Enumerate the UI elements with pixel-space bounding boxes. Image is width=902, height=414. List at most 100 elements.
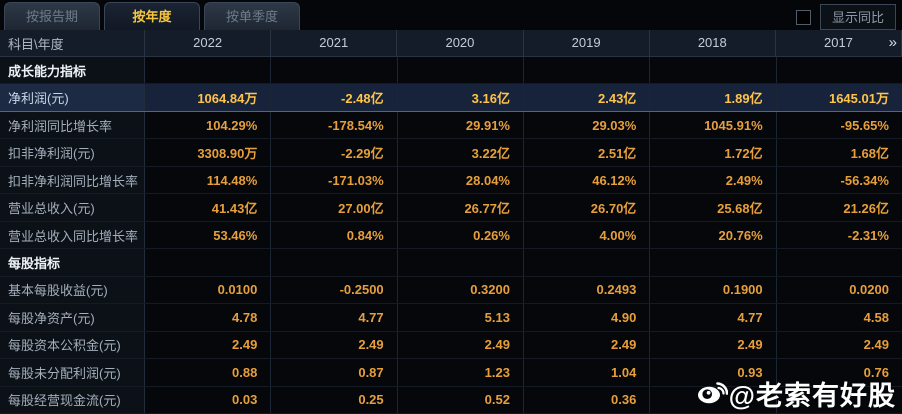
value-cell: 0.87 (271, 359, 398, 386)
value-cell: 1045.91% (650, 111, 777, 139)
value-cell (397, 57, 524, 84)
row-label: 营业总收入(元) (0, 194, 145, 221)
table-row[interactable]: 净利润同比增长率 104.29% -178.54% 29.91% 29.03% 1045.… (0, 111, 902, 140)
value-cell: 2.49 (145, 331, 272, 359)
value-cell: 4.78 (145, 304, 272, 331)
year-column-header: 2018 (650, 30, 776, 56)
tab-bar: 按报告期 按年度 按单季度 显示同比 (0, 0, 902, 30)
table-row[interactable]: 扣非净利润同比增长率 114.48% -171.03% 28.04% 46.12% 2.4… (0, 166, 902, 195)
value-cell (523, 57, 651, 84)
year-column-header: 2019 (524, 30, 650, 56)
value-cell (145, 249, 272, 276)
show-yoy-checkbox[interactable] (795, 9, 811, 25)
value-cell: 0.93 (650, 359, 777, 386)
value-cell: 0.2493 (523, 276, 651, 304)
value-cell: 29.91% (397, 111, 524, 139)
value-cell (650, 57, 777, 84)
tab-by-year[interactable]: 按年度 (104, 2, 200, 30)
value-cell: 2.49 (650, 331, 777, 359)
section-header-row: 每股指标 (0, 249, 902, 277)
value-cell: 0.1900 (650, 276, 777, 304)
value-cell: 114.48% (145, 166, 272, 194)
table-row[interactable]: 每股未分配利润(元) 0.88 0.87 1.23 1.04 0.93 0.76 (0, 359, 902, 387)
table-row[interactable]: 基本每股收益(元) 0.0100 -0.2500 0.3200 0.2493 0.1900… (0, 276, 902, 305)
value-cell (650, 386, 777, 414)
show-yoy-button[interactable]: 显示同比 (819, 4, 896, 30)
value-cell: 21.26亿 (776, 194, 902, 221)
row-label: 净利润(元) (0, 84, 145, 111)
value-cell: 25.68亿 (650, 194, 777, 221)
value-cell: 2.49 (397, 331, 524, 359)
year-column-header: 2020 (397, 30, 524, 56)
value-cell: 2.51亿 (523, 139, 651, 166)
tab-by-quarter[interactable]: 按单季度 (204, 2, 300, 30)
value-cell: 4.90 (523, 304, 651, 331)
value-cell (650, 249, 777, 276)
table-row[interactable]: 营业总收入同比增长率 53.46% 0.84% 0.26% 4.00% 20.76% -2.… (0, 221, 902, 250)
value-cell: 0.76 (776, 359, 902, 386)
value-cell: 0.03 (145, 386, 272, 414)
table-row[interactable]: 每股经营现金流(元) 0.03 0.25 0.52 0.36 (0, 386, 902, 414)
value-cell: 2.49% (650, 166, 777, 194)
value-cell: 1.23 (397, 359, 524, 386)
row-label: 营业总收入同比增长率 (0, 221, 145, 249)
year-column-header: 2017 (776, 30, 902, 56)
tab-by-report-period[interactable]: 按报告期 (4, 2, 100, 30)
value-cell: 3.16亿 (397, 84, 524, 111)
value-cell: 27.00亿 (271, 194, 398, 221)
row-label: 每股净资产(元) (0, 304, 145, 331)
value-cell: 0.26% (397, 221, 524, 249)
value-cell: 1.89亿 (650, 84, 777, 111)
value-cell (776, 249, 902, 276)
value-cell: 2.49 (776, 331, 902, 359)
value-cell: 2.49 (271, 331, 398, 359)
corner-header: 科目\年度 (0, 30, 145, 56)
value-cell: -171.03% (271, 166, 398, 194)
value-cell: 104.29% (145, 111, 272, 139)
value-cell: 0.3200 (397, 276, 524, 304)
row-label: 每股经营现金流(元) (0, 386, 145, 414)
value-cell: 4.00% (523, 221, 651, 249)
value-cell: 20.76% (650, 221, 777, 249)
value-cell: 26.77亿 (397, 194, 524, 221)
value-cell: 0.25 (271, 386, 398, 414)
table-row[interactable]: 每股资本公积金(元) 2.49 2.49 2.49 2.49 2.49 2.49 (0, 331, 902, 360)
table-row[interactable]: 扣非净利润(元) 3308.90万 -2.29亿 3.22亿 2.51亿 1.72亿 1.6… (0, 139, 902, 167)
table-row[interactable]: 每股净资产(元) 4.78 4.77 5.13 4.90 4.77 4.58 (0, 304, 902, 332)
value-cell: 28.04% (397, 166, 524, 194)
value-cell (776, 57, 902, 84)
value-cell: -2.29亿 (271, 139, 398, 166)
value-cell: -0.2500 (271, 276, 398, 304)
value-cell: 0.0200 (776, 276, 902, 304)
value-cell: 1.72亿 (650, 139, 777, 166)
row-label: 扣非净利润(元) (0, 139, 145, 166)
value-cell: -2.31% (776, 221, 902, 249)
value-cell (776, 386, 902, 414)
value-cell: 4.77 (271, 304, 398, 331)
value-cell: 53.46% (145, 221, 272, 249)
value-cell: 0.88 (145, 359, 272, 386)
value-cell: -56.34% (776, 166, 902, 194)
value-cell: 4.58 (776, 304, 902, 331)
value-cell: 26.70亿 (523, 194, 651, 221)
value-cell: 2.49 (523, 331, 651, 359)
value-cell: 1.68亿 (776, 139, 902, 166)
row-label: 每股指标 (0, 249, 145, 276)
table-row[interactable]: 营业总收入(元) 41.43亿 27.00亿 26.77亿 26.70亿 25.68亿 21… (0, 194, 902, 222)
year-column-header: 2021 (271, 30, 398, 56)
row-label: 基本每股收益(元) (0, 276, 145, 304)
value-cell: 3308.90万 (145, 139, 272, 166)
value-cell: 2.43亿 (523, 84, 651, 111)
value-cell: 1645.01万 (776, 84, 902, 111)
year-column-header: 2022 (145, 30, 272, 56)
table-row[interactable]: 净利润(元) 1064.84万 -2.48亿 3.16亿 2.43亿 1.89亿 1645.… (0, 84, 902, 112)
value-cell: 0.36 (523, 386, 651, 414)
value-cell (397, 249, 524, 276)
yoy-controls: 显示同比 (795, 4, 896, 30)
table-body: 成长能力指标 净利润(元) 1064.84万 -2.48亿 3.16亿 2.43亿 1.89… (0, 57, 902, 414)
more-years-icon[interactable]: » (888, 34, 897, 51)
value-cell (271, 249, 398, 276)
year-header-row: 科目\年度 2022 2021 2020 2019 2018 2017 » (0, 30, 902, 57)
value-cell: 4.77 (650, 304, 777, 331)
row-label: 每股未分配利润(元) (0, 359, 145, 386)
